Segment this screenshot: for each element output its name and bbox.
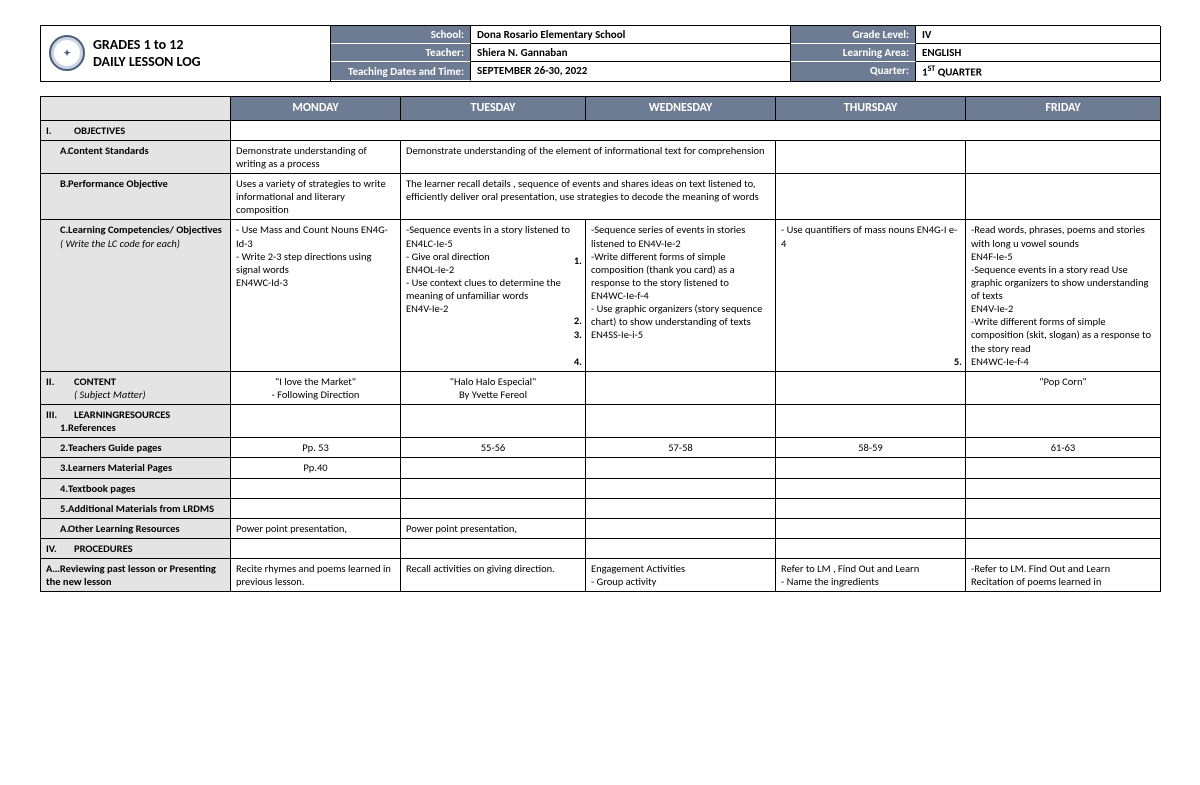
row-lm: 3.Learners Material Pages Pp.40 [41,458,1161,478]
value-area: ENGLISH [916,44,1161,62]
lc-mon: - Use Mass and Count Nouns EN4G-Id-3 - W… [231,220,401,371]
day-wed: WEDNESDAY [586,96,776,120]
lc-fri: -Read words, phrases, poems and stories … [966,220,1161,371]
lc-wed: -Sequence series of events in stories li… [586,220,776,371]
perf-mon: Uses a variety of strategies to write in… [231,174,401,220]
olr-tue: Power point presentation, [401,518,586,538]
rev-mon: Recite rhymes and poems learned in previ… [231,559,401,592]
label-teacher: Teacher: [331,44,471,62]
lesson-grid: MONDAY TUESDAY WEDNESDAY THURSDAY FRIDAY… [40,96,1161,593]
day-mon: MONDAY [231,96,401,120]
content-fri: "Pop Corn" [966,371,1161,404]
content-tue: "Halo Halo Especial" By Yvette Fereol [401,371,586,404]
olr-mon: Power point presentation, [231,518,401,538]
deped-logo-icon: ✦ [49,35,85,71]
rev-thu: Refer to LM , Find Out and Learn - Name … [776,559,966,592]
day-header-row: MONDAY TUESDAY WEDNESDAY THURSDAY FRIDAY [41,96,1161,120]
header-blank [41,96,231,120]
label-area: Learning Area: [791,44,916,62]
tg-thu: 58-59 [776,438,966,458]
day-tue: TUESDAY [401,96,586,120]
row-tg: 2.Teachers Guide pages Pp. 53 55-56 57-5… [41,438,1161,458]
label-school: School: [331,26,471,44]
day-thu: THURSDAY [776,96,966,120]
row-tb: 4.Textbook pages [41,478,1161,498]
value-school: Dona Rosario Elementary School [471,26,791,44]
row-content: II.CONTENT( Subject Matter) "I love the … [41,371,1161,404]
row-objectives: I.OBJECTIVES [41,120,1161,140]
title-line2: DAILY LESSON LOG [93,53,201,70]
lm-mon: Pp.40 [231,458,401,478]
cs-tue-wed: Demonstrate understanding of the element… [401,140,776,173]
label-quarter: Quarter: [791,62,916,81]
tg-fri: 61-63 [966,438,1161,458]
label-dates: Teaching Dates and Time: [331,62,471,81]
tg-mon: Pp. 53 [231,438,401,458]
tg-tue: 55-56 [401,438,586,458]
cs-mon: Demonstrate understanding of writing as … [231,140,401,173]
row-learning-resources: III.LEARNINGRESOURCES1.References [41,405,1161,438]
content-mon: "I love the Market" - Following Directio… [231,371,401,404]
label-grade: Grade Level: [791,26,916,44]
title-cell: ✦ GRADES 1 to 12 DAILY LESSON LOG [41,26,331,81]
row-procedures: IV.PROCEDURES [41,538,1161,558]
perf-tue-wed: The learner recall details , sequence of… [401,174,776,220]
rev-fri: -Refer to LM. Find Out and Learn Recitat… [966,559,1161,592]
value-quarter: 1ST QUARTER [916,62,1161,81]
value-grade: IV [916,26,1161,44]
rev-tue: Recall activities on giving direction. [401,559,586,592]
day-fri: FRIDAY [966,96,1161,120]
lc-thu: - Use quantifiers of mass nouns EN4G-I e… [776,220,966,371]
row-am: 5.Additional Materials from LRDMS [41,498,1161,518]
row-lc: C.Learning Competencies/ Objectives ( Wr… [41,220,1161,371]
value-dates: SEPTEMBER 26-30, 2022 [471,62,791,81]
row-content-standards: A.Content Standards Demonstrate understa… [41,140,1161,173]
title-line1: GRADES 1 to 12 [93,36,201,53]
row-performance: B.Performance Objective Uses a variety o… [41,174,1161,220]
lesson-log-header: ✦ GRADES 1 to 12 DAILY LESSON LOG School… [40,25,1160,82]
lc-tue: -Sequence events in a story listened to … [401,220,586,371]
tg-wed: 57-58 [586,438,776,458]
value-teacher: Shiera N. Gannaban [471,44,791,62]
row-reviewing: A…Reviewing past lesson or Presenting th… [41,559,1161,592]
rev-wed: Engagement Activities - Group activity [586,559,776,592]
row-olr: A.Other Learning Resources Power point p… [41,518,1161,538]
